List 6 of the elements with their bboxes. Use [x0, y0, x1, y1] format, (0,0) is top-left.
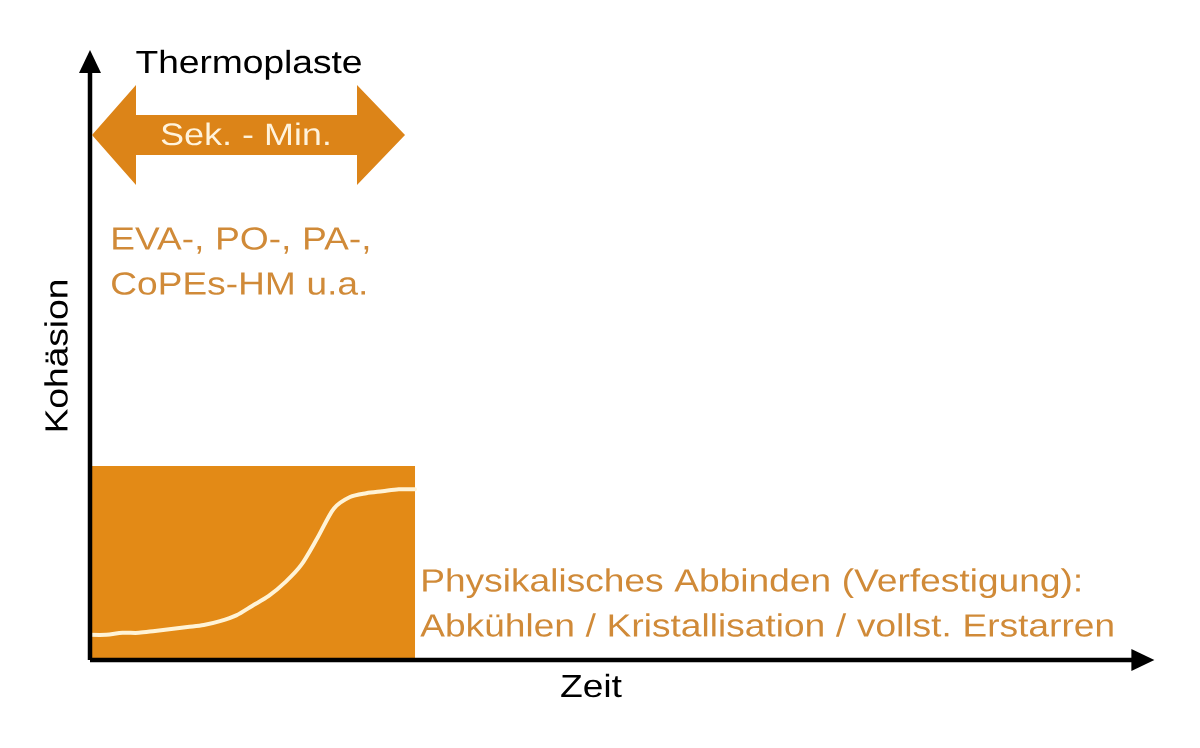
annotation: Physikalisches Abbinden (Verfestigung): Abkühlen / Kristallisation / vollst. Erstarren	[420, 568, 1113, 637]
text: EVA-, PO-, PA-, CoPEs-HM u.a.	[112, 227, 369, 295]
text: Sek. - Min.	[161, 122, 329, 146]
y-axis-title: Kohäsion	[44, 281, 68, 431]
chart-title: Thermoplaste	[136, 49, 361, 80]
x-axis-title: Zeit	[561, 673, 622, 698]
